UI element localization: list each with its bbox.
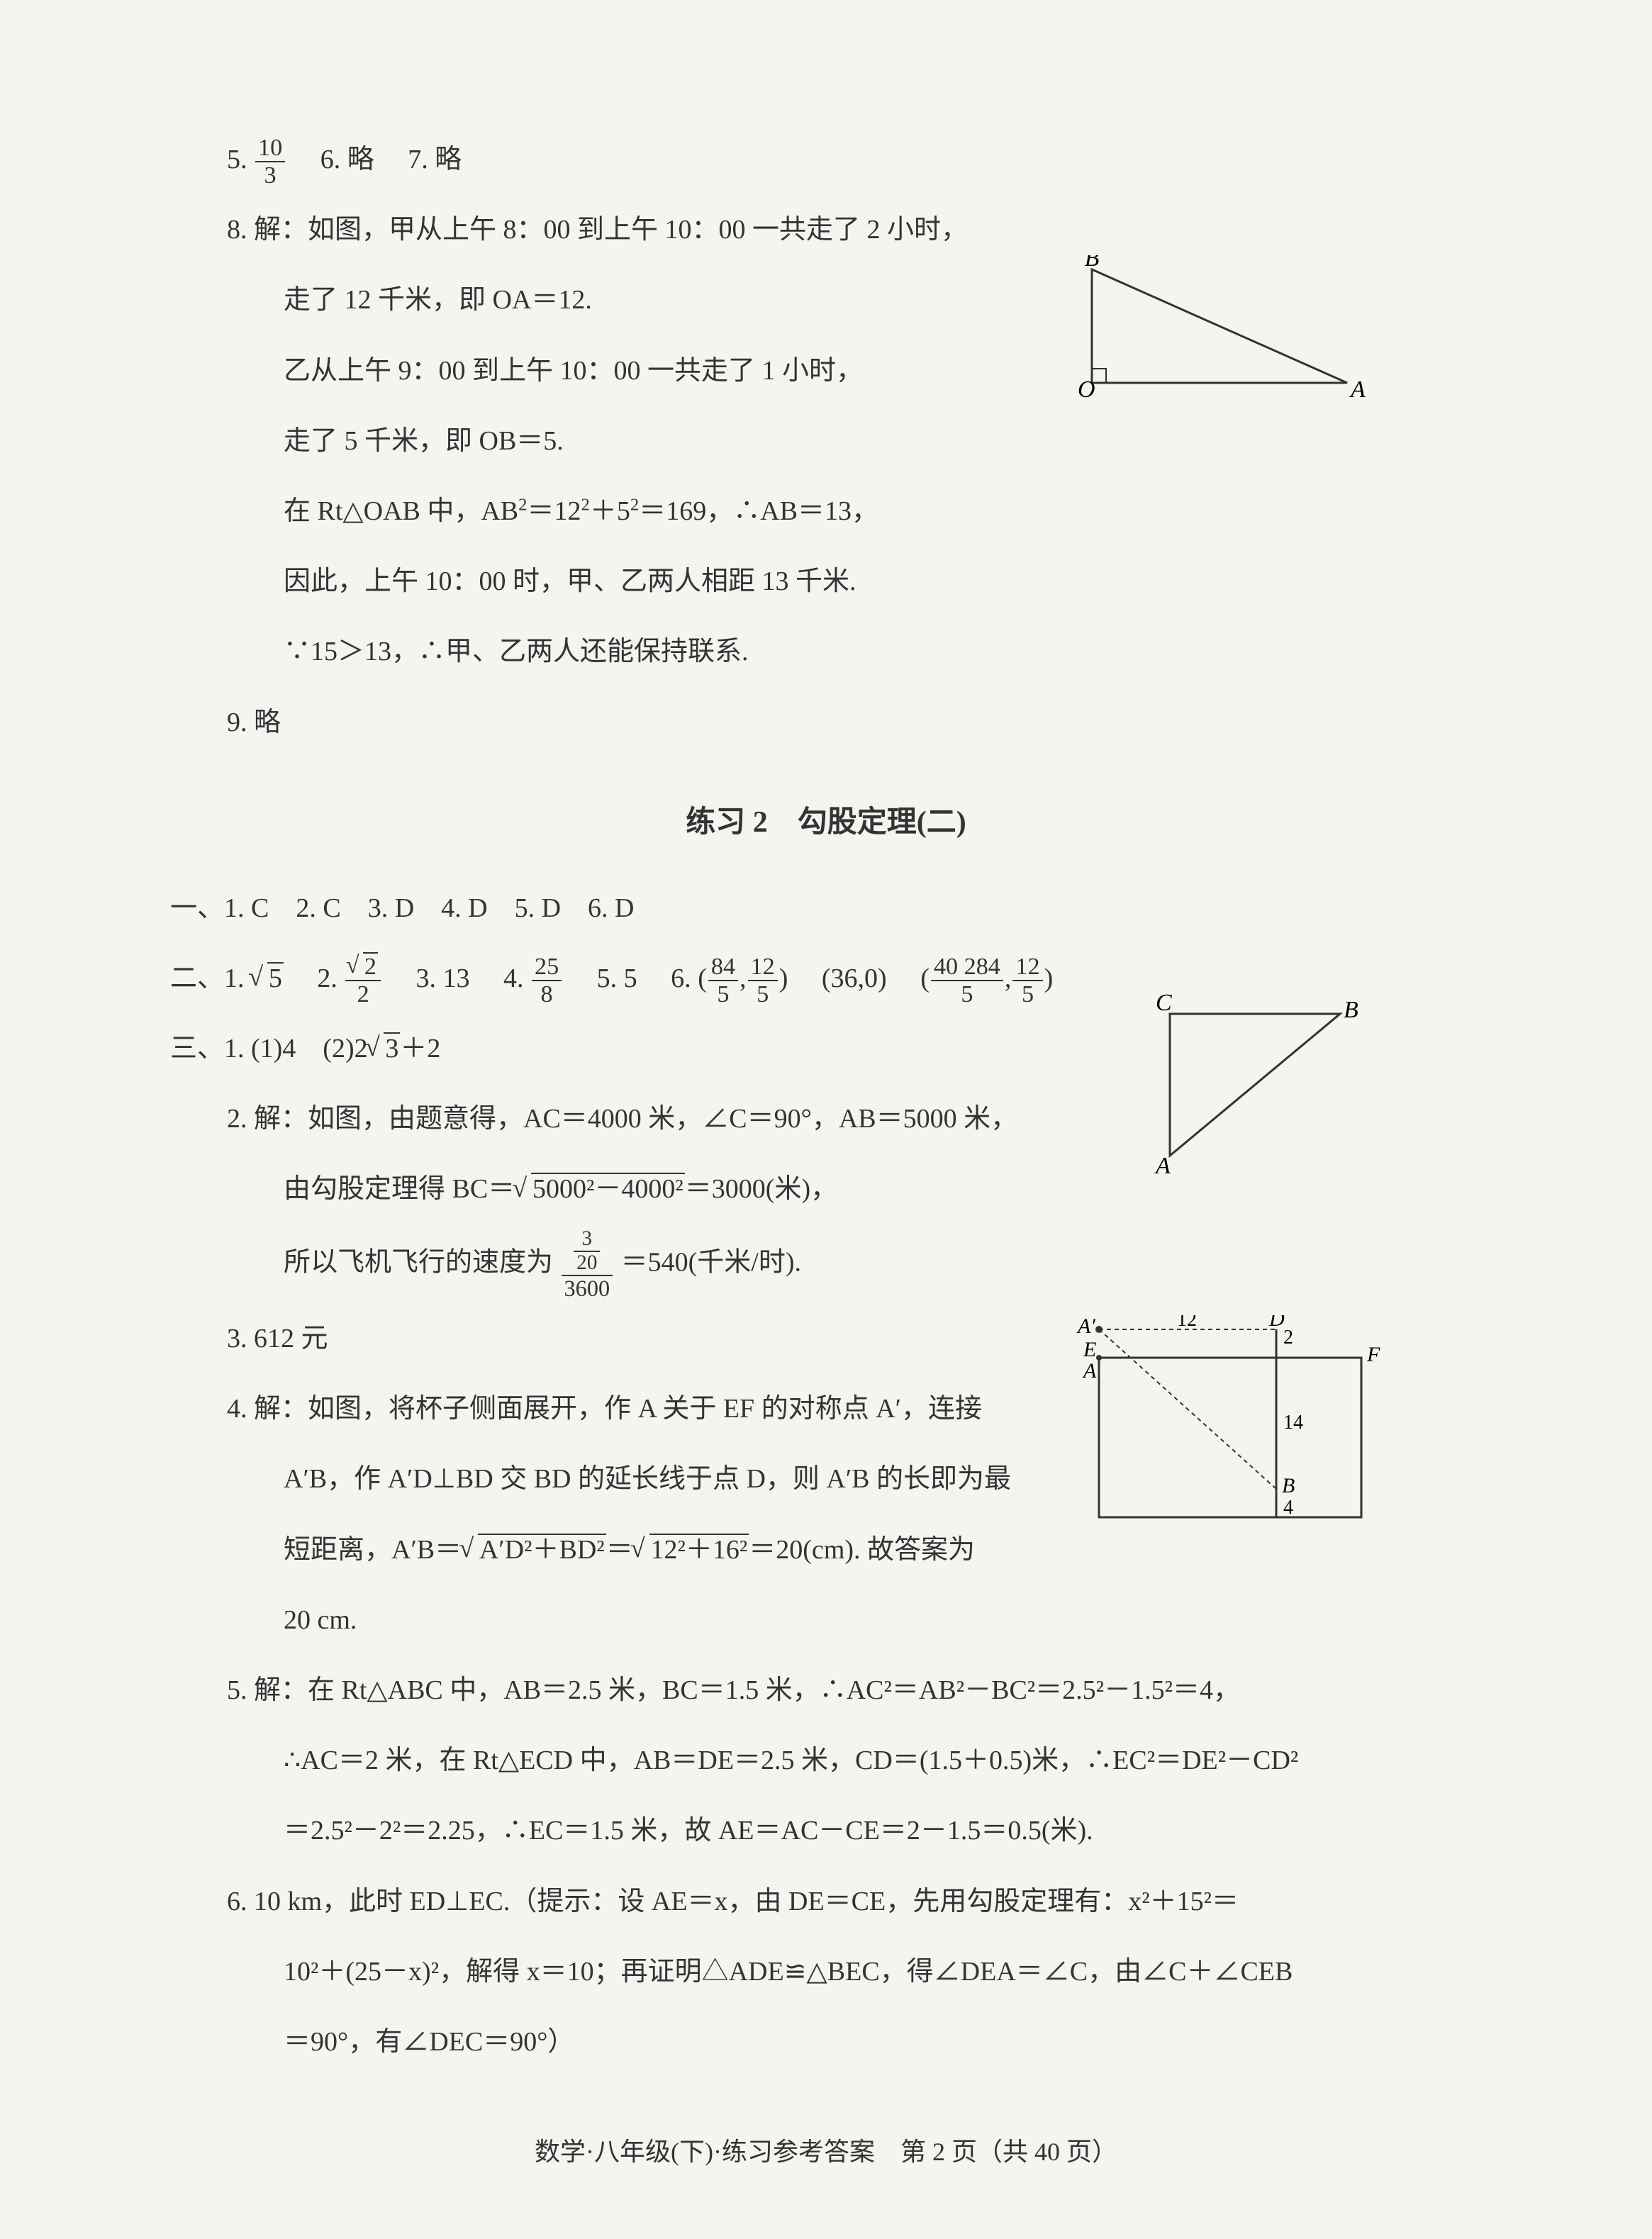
part2-a3: 3. 13 [415,964,469,993]
q8-line3: 乙从上午 9：00 到上午 10：00 一共走了 1 小时， [170,339,1482,403]
p3q2l3a: 所以飞机飞行的速度为 [284,1247,553,1277]
p3-q4-l1: 4. 解：如图，将杯子侧面展开，作 A 关于 EF 的对称点 A′，连接 [170,1377,1482,1441]
label-B2: B [1344,997,1358,1023]
answer-7: 7. 略 [408,145,462,174]
dim-2: 2 [1283,1327,1293,1349]
page-footer: 数学·八年级(下)·练习参考答案 第 2 页（共 40 页） [170,2131,1482,2168]
p2-a6y-n: 12 [748,954,778,982]
q8-line1: 8. 解：如图，甲从上午 8：00 到上午 10：00 一共走了 2 小时， [170,198,1482,262]
p3q2-ftd: 20 [574,1252,600,1275]
lbl-D: D [1268,1315,1285,1331]
p3q1-rad: 3 [384,1032,400,1063]
part1-answers: 一、1. C 2. C 3. D 4. D 5. D 6. D [170,876,1482,941]
p3q4rad1: A′D²＋BD² [478,1534,606,1565]
p3q4rad2: 12²＋16² [649,1534,749,1565]
p3-q2-l1: 2. 解：如图，由题意得，AC＝4000 米，∠C＝90°，AB＝5000 米， [170,1087,1482,1151]
part2-a4-den: 8 [532,981,562,1008]
q9: 9. 略 [170,691,1482,755]
part2-prefix: 二、1. [170,964,251,993]
p3-q5-l1: 5. 解：在 Rt△ABC 中，AB＝2.5 米，BC＝1.5 米，∴AC²＝A… [170,1658,1482,1723]
lbl-F: F [1366,1343,1380,1366]
q8-line7: ∵15＞13，∴甲、乙两人还能保持联系. [170,620,1482,684]
p2-a6y-d: 5 [748,981,778,1008]
p2-a6bx-d: 5 [931,981,1003,1008]
p3-q6-l3: ＝90°，有∠DEC＝90°） [170,2010,1482,2075]
answer-6: 6. 略 [320,145,374,174]
q8-line2: 走了 12 千米，即 OA＝12. [170,268,1482,333]
p3q4l3c: ＝20(cm). 故答案为 [749,1535,975,1565]
p3-q2-l3: 所以飞机飞行的速度为 320 3600 ＝540(千米/时). [170,1228,1482,1301]
q8-l5c: ＋5 [590,496,630,526]
p3q4l3b: ＝ [606,1535,633,1565]
p3-q6-l1: 6. 10 km，此时 ED⊥EC.（提示：设 AE＝x，由 DE＝CE，先用勾… [170,1870,1482,1934]
dim-12: 12 [1177,1315,1197,1331]
q8-l5b: ＝12 [528,496,581,526]
q8-line6: 因此，上午 10：00 时，甲、乙两人相距 13 千米. [170,549,1482,614]
document-page: 5. 103 6. 略 7. 略 B O A 8. 解：如图，甲从上午 8：00… [0,0,1652,2239]
p3-q5-l2: ∴AC＝2 米，在 Rt△ECD 中，AB＝DE＝2.5 米，CD＝(1.5＋0… [170,1729,1482,1793]
p2-a6by-n: 12 [1012,954,1042,982]
p2-a6x-n: 84 [708,954,738,982]
p3q2-ftn: 3 [574,1228,600,1252]
p3q2-fb: 3600 [562,1276,613,1302]
label-C: C [1156,993,1172,1016]
q5-denominator: 3 [255,162,285,189]
p3-q4-l2: A′B，作 A′D⊥BD 交 BD 的延长线于点 D，则 A′B 的长即为最 [170,1447,1482,1512]
p2-a6-alt: (36,0) [822,964,887,993]
q8-l5a: 在 Rt△OAB 中，AB [284,496,518,526]
lbl-Aprime: A′ [1076,1315,1095,1338]
p3q2l2b: ＝3000(米)， [685,1174,837,1204]
p3q2l2rad: 5000²－4000² [531,1173,685,1204]
p2-a6x-d: 5 [708,981,738,1008]
p3q2l3b: ＝540(千米/时). [621,1247,801,1277]
q8-line4: 走了 5 千米，即 OB＝5. [170,409,1482,474]
p3-q4-l3: 短距离，A′B＝ A′D²＋BD²＝ 12²＋16²＝20(cm). 故答案为 [170,1518,1482,1582]
part2-a5: 5. 5 [597,964,637,993]
p3-q2-l2: 由勾股定理得 BC＝ 5000²－4000²＝3000(米)， [170,1157,1482,1222]
p2-a6by-d: 5 [1012,981,1042,1008]
lbl-E: E [1083,1338,1096,1361]
answer-line-5-6-7: 5. 103 6. 略 7. 略 [170,128,1482,192]
p2-a6bx-n: 40 284 [931,954,1003,982]
p3q2l2a: 由勾股定理得 BC＝ [284,1174,515,1204]
p3q1-text: 三、1. (1)4 (2)2 [170,1034,368,1063]
p3q1-tail: ＋2 [400,1034,440,1063]
q8-l5d: ＝169，∴AB＝13， [639,496,878,526]
p3-q4-l4: 20 cm. [170,1588,1482,1653]
part2-a2-den: 2 [345,981,381,1008]
part2-a2-num: 2 [363,952,378,980]
part2-a1: 5 [267,962,284,993]
p3-q5-l3: ＝2.5²－2²＝2.25，∴EC＝1.5 米，故 AE＝AC－CE＝2－1.5… [170,1799,1482,1863]
q5-numerator: 10 [255,135,285,163]
q8-line5: 在 Rt△OAB 中，AB2＝122＋52＝169，∴AB＝13， [170,479,1482,544]
section-title: 练习 2 勾股定理(二) [170,798,1482,841]
part2-a4-num: 25 [532,954,562,982]
p3q4l3a: 短距离，A′B＝ [284,1535,462,1565]
p3-q6-l2: 10²＋(25－x)²，解得 x＝10；再证明△ADE≌△BEC，得∠DEA＝∠… [170,1940,1482,2004]
